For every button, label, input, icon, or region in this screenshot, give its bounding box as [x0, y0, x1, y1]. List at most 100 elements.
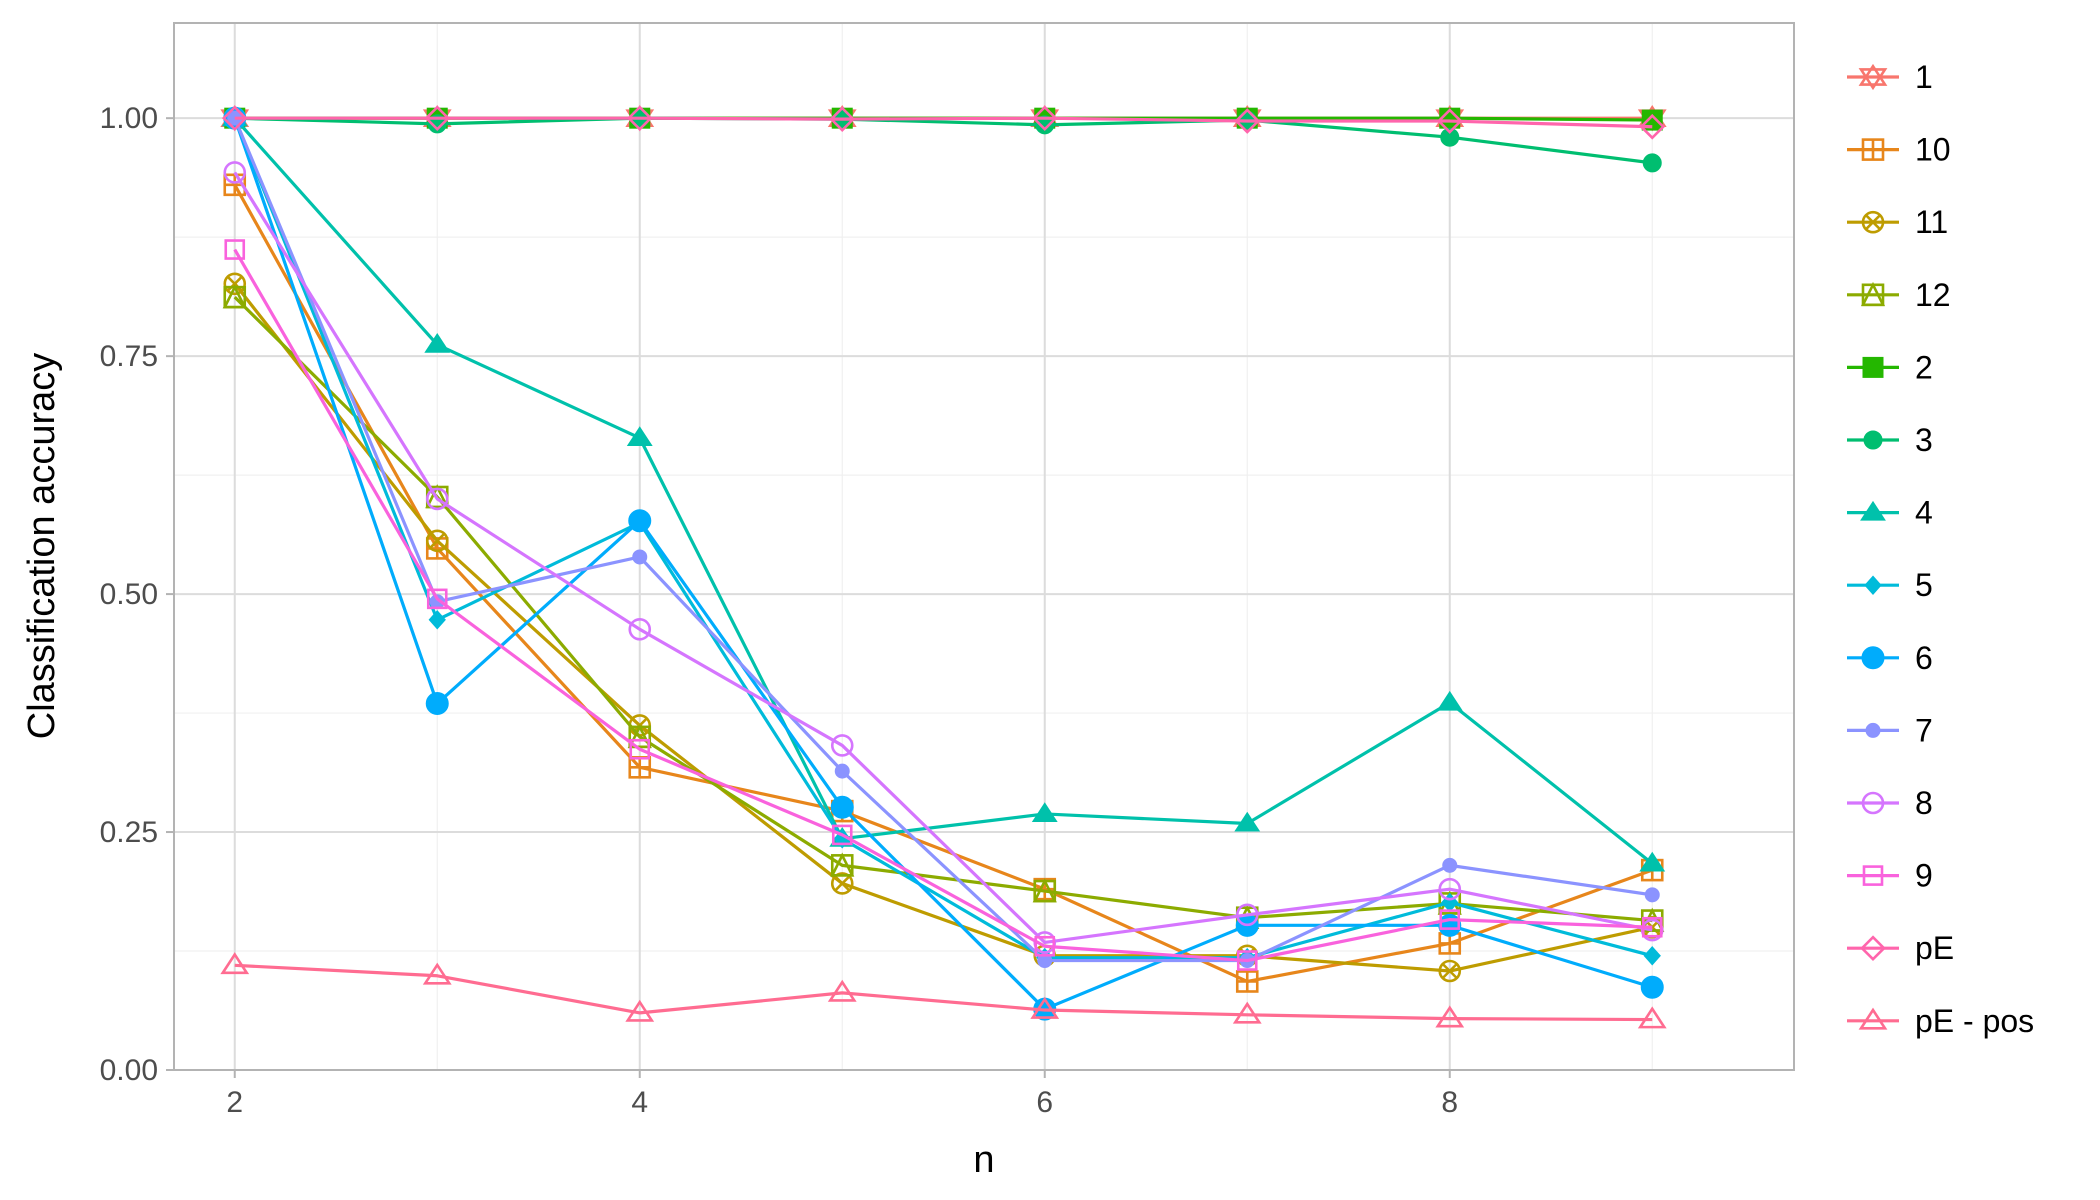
data-point-12 — [1032, 878, 1057, 903]
legend-label: 8 — [1915, 785, 1933, 821]
data-point-7 — [1442, 857, 1458, 873]
legend-item-4: 4 — [1847, 495, 1933, 531]
series-line-5 — [233, 117, 1653, 960]
data-point-pe-pos — [1637, 1006, 1667, 1029]
legend-item-2: 2 — [1847, 349, 1933, 385]
x-tick-label: 6 — [1036, 1086, 1053, 1119]
data-point-8 — [1235, 903, 1259, 927]
legend-item-12: 12 — [1847, 277, 1951, 313]
legend-key-marker — [1860, 281, 1886, 307]
data-point-11 — [830, 872, 854, 895]
y-tick-label: 0.50 — [100, 578, 158, 611]
legend-key-marker — [1861, 791, 1885, 815]
data-point-12 — [222, 284, 247, 309]
data-point-8 — [1438, 877, 1462, 901]
series-line-4 — [233, 117, 1654, 865]
data-point-6 — [1438, 913, 1462, 937]
data-point-9 — [426, 588, 448, 610]
legend-label: 9 — [1915, 858, 1933, 894]
data-point-11 — [1438, 959, 1462, 983]
data-point-12 — [830, 852, 855, 877]
legend-label: 4 — [1915, 495, 1933, 531]
legend-key-marker — [1860, 935, 1886, 962]
legend: 1 10 11 12 2 3 4 5 6 7 8 9 pE pE - pos — [1847, 59, 2034, 1039]
series-line-12 — [233, 295, 1653, 923]
legend-item-8: 8 — [1847, 785, 1933, 821]
data-point-8 — [830, 734, 854, 757]
data-point-11 — [425, 529, 449, 553]
data-point-6 — [425, 692, 449, 716]
legend-key-marker — [1858, 1007, 1888, 1030]
data-point-3 — [1440, 127, 1460, 147]
legend-key-marker — [1861, 138, 1885, 161]
x-axis-title: n — [973, 1139, 994, 1181]
series-9 — [224, 239, 1663, 971]
data-point-4 — [1639, 851, 1666, 872]
legend-key-marker — [1862, 865, 1884, 886]
legend-item-9: 9 — [1847, 858, 1933, 894]
legend-label: 10 — [1915, 132, 1951, 168]
data-point-pe — [424, 105, 451, 132]
data-point-7 — [632, 549, 648, 565]
series-line-8 — [233, 171, 1653, 945]
data-point-4 — [424, 333, 451, 353]
data-point-9 — [1641, 916, 1663, 938]
y-tick-label: 0.00 — [100, 1054, 158, 1087]
data-point-pe-pos — [1232, 1001, 1262, 1024]
series-line-3 — [234, 116, 1653, 165]
data-point-4 — [1031, 802, 1058, 823]
legend-label: 5 — [1915, 567, 1933, 603]
data-point-pe-pos — [625, 999, 655, 1022]
data-point-8 — [223, 161, 247, 184]
legend-label: pE - pos — [1915, 1003, 2034, 1039]
data-point-pe — [626, 105, 653, 132]
data-point-pe-pos — [827, 979, 857, 1002]
data-point-4 — [1234, 811, 1261, 832]
series-7 — [227, 110, 1660, 969]
data-point-9 — [1236, 950, 1258, 971]
data-point-7 — [834, 763, 850, 779]
legend-item-7: 7 — [1847, 712, 1933, 748]
series-line-11 — [233, 282, 1653, 973]
y-axis-title: Classification accuracy — [21, 353, 63, 739]
x-tick-label: 8 — [1441, 1086, 1458, 1119]
data-point-9 — [1034, 935, 1056, 957]
data-point-9 — [629, 738, 651, 760]
data-point-8 — [425, 487, 449, 511]
y-tick-label: 0.75 — [100, 340, 158, 373]
data-point-3 — [1035, 115, 1055, 135]
y-tick-label: 0.25 — [100, 816, 158, 849]
series-line-7 — [233, 117, 1653, 963]
legend-key-marker — [1860, 500, 1886, 521]
data-point-pe — [1436, 108, 1463, 134]
series-line-9 — [233, 248, 1653, 963]
data-point-pe — [1031, 105, 1058, 132]
legend-label: 11 — [1915, 204, 1948, 240]
legend-item-pe-pos: pE - pos — [1847, 1003, 2034, 1039]
x-tick-label: 2 — [226, 1086, 243, 1119]
legend-label: 3 — [1915, 422, 1933, 458]
data-point-pe — [1234, 108, 1261, 134]
legend-label: 7 — [1915, 712, 1933, 748]
series-pe-pos — [220, 952, 1667, 1029]
legend-item-pe: pE — [1847, 930, 1954, 966]
legend-label: 1 — [1915, 59, 1933, 95]
series-8 — [223, 161, 1664, 954]
data-point-pe — [221, 105, 248, 132]
legend-key-marker — [1861, 646, 1885, 670]
legend-item-10: 10 — [1847, 132, 1951, 168]
legend-item-5: 5 — [1847, 567, 1933, 603]
data-point-11 — [223, 272, 247, 296]
data-point-6 — [830, 795, 854, 819]
data-point-pe — [829, 106, 856, 132]
data-point-9 — [831, 824, 853, 846]
legend-item-11: 11 — [1847, 204, 1948, 240]
data-point-pe-pos — [220, 952, 250, 975]
legend-item-3: 3 — [1847, 422, 1933, 458]
data-point-pe-pos — [1030, 996, 1060, 1019]
data-point-9 — [224, 239, 246, 260]
legend-label: pE — [1915, 930, 1954, 966]
x-tick-label: 4 — [631, 1086, 648, 1119]
data-point-10 — [1235, 970, 1259, 993]
